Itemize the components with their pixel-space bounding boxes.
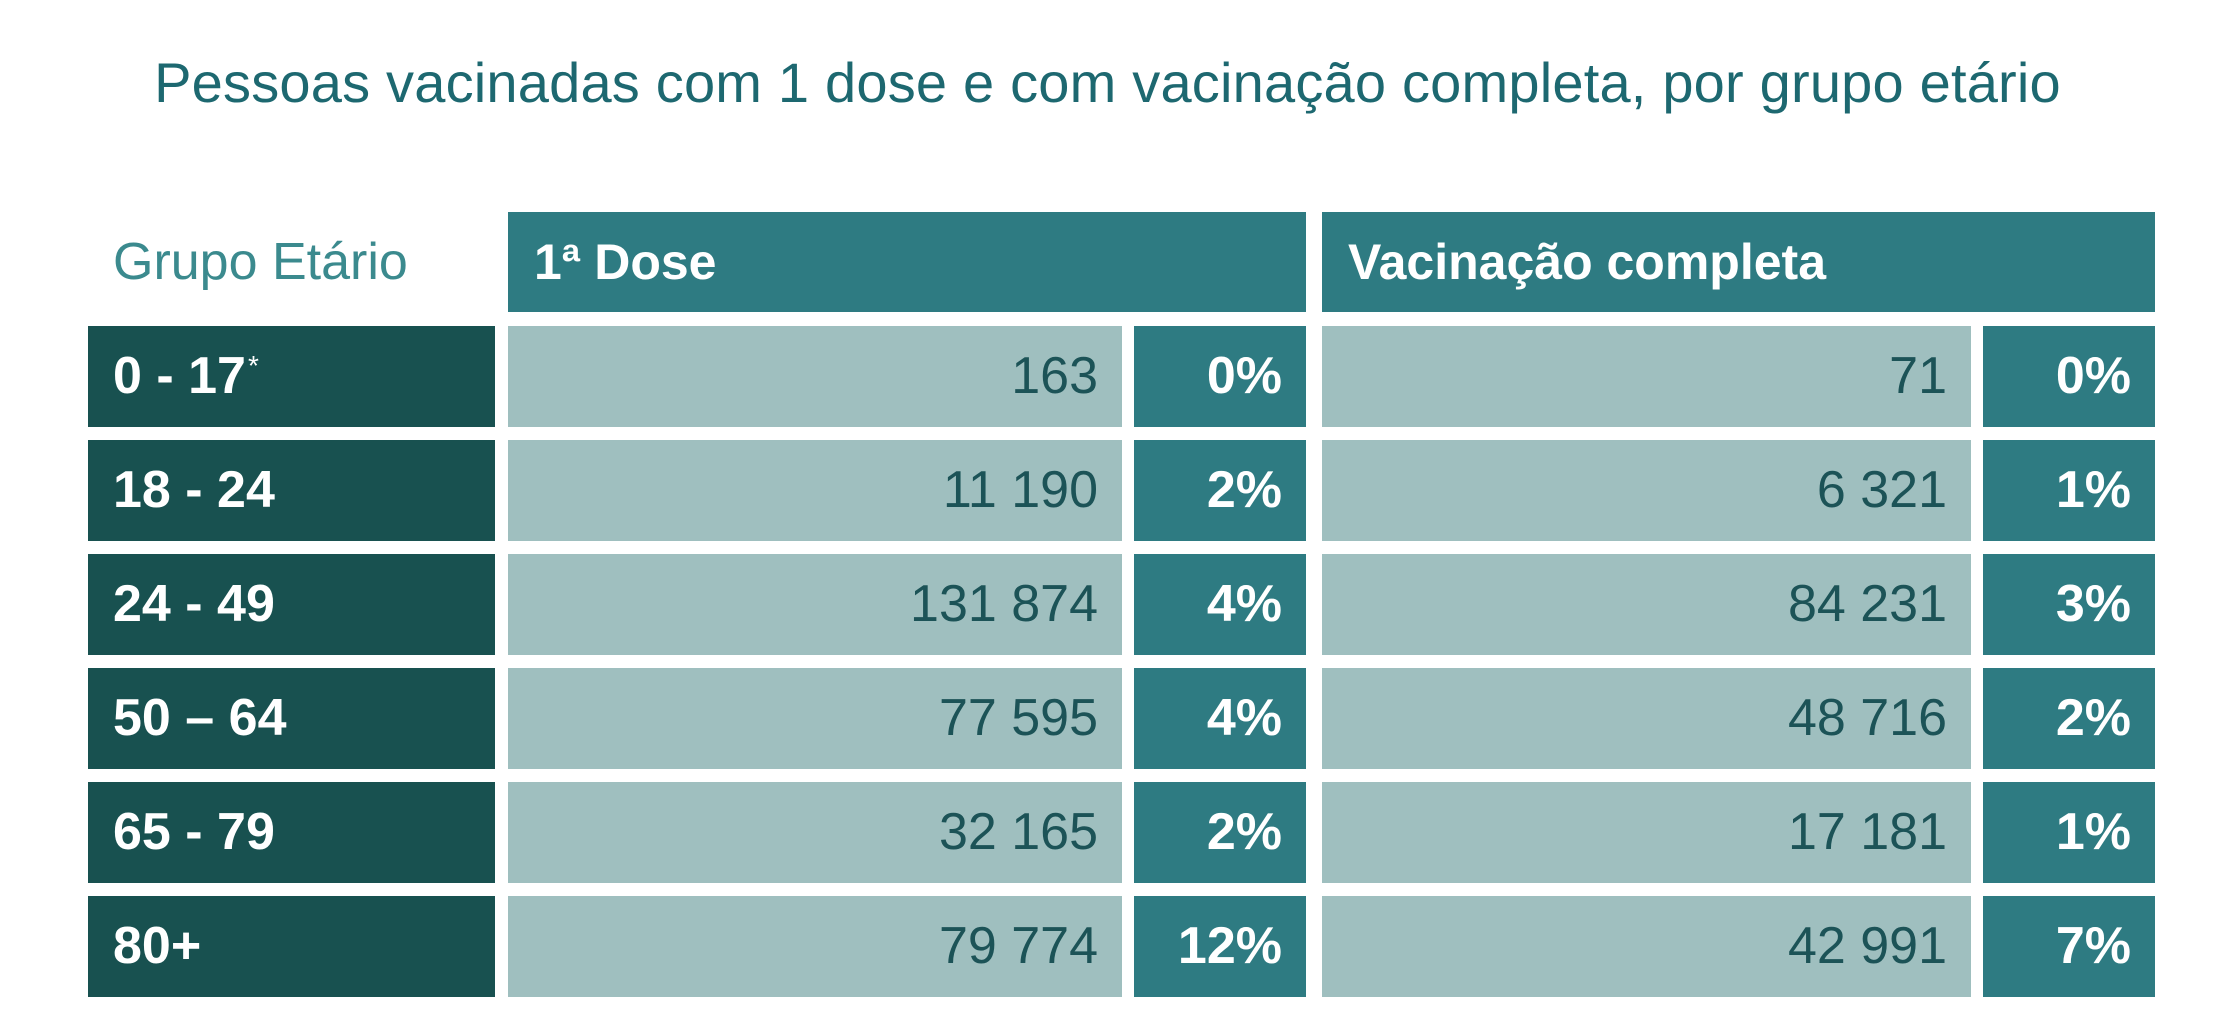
- age-group-label: 18 - 24: [113, 461, 275, 519]
- age-group-label: 65 - 79: [113, 803, 275, 861]
- dose1-percent-cell: 2%: [1134, 440, 1306, 541]
- table-row: 80+ 79 774 12% 42 991 7%: [0, 896, 2215, 997]
- complete-percent-cell: 7%: [1983, 896, 2155, 997]
- dose1-header: 1ª Dose: [508, 212, 1306, 312]
- age-group-cell: 80+: [88, 896, 495, 997]
- table-row: 18 - 24 11 190 2% 6 321 1%: [0, 440, 2215, 541]
- table-row: 0 - 17* 163 0% 71 0%: [0, 326, 2215, 427]
- dose1-value-cell: 131 874: [508, 554, 1122, 655]
- complete-percent-cell: 0%: [1983, 326, 2155, 427]
- dose1-value-cell: 11 190: [508, 440, 1122, 541]
- age-group-cell: 24 - 49: [88, 554, 495, 655]
- complete-value-cell: 84 231: [1322, 554, 1971, 655]
- age-group-label: 0 - 17: [113, 347, 246, 405]
- chart-title: Pessoas vacinadas com 1 dose e com vacin…: [154, 51, 2061, 114]
- table-row: 65 - 79 32 165 2% 17 181 1%: [0, 782, 2215, 883]
- age-group-cell: 50 – 64: [88, 668, 495, 769]
- complete-percent-cell: 3%: [1983, 554, 2155, 655]
- age-group-header: Grupo Etário: [113, 233, 408, 291]
- complete-value-cell: 6 321: [1322, 440, 1971, 541]
- dose1-percent-cell: 4%: [1134, 554, 1306, 655]
- complete-value-cell: 71: [1322, 326, 1971, 427]
- table-row: 50 – 64 77 595 4% 48 716 2%: [0, 668, 2215, 769]
- dose1-value-cell: 77 595: [508, 668, 1122, 769]
- age-group-cell: 65 - 79: [88, 782, 495, 883]
- complete-percent-cell: 1%: [1983, 440, 2155, 541]
- dose1-value-cell: 163: [508, 326, 1122, 427]
- complete-percent-cell: 1%: [1983, 782, 2155, 883]
- age-group-footnote-mark: *: [247, 350, 259, 381]
- dose1-percent-cell: 12%: [1134, 896, 1306, 997]
- age-group-label: 24 - 49: [113, 575, 275, 633]
- dose1-percent-cell: 0%: [1134, 326, 1306, 427]
- complete-value-cell: 42 991: [1322, 896, 1971, 997]
- complete-value-cell: 48 716: [1322, 668, 1971, 769]
- age-group-label: 80+: [113, 917, 202, 975]
- dose1-value-cell: 79 774: [508, 896, 1122, 997]
- complete-header: Vacinação completa: [1322, 212, 2155, 312]
- complete-value-cell: 17 181: [1322, 782, 1971, 883]
- dose1-percent-cell: 2%: [1134, 782, 1306, 883]
- dose1-percent-cell: 4%: [1134, 668, 1306, 769]
- dose1-value-cell: 32 165: [508, 782, 1122, 883]
- complete-percent-cell: 2%: [1983, 668, 2155, 769]
- age-group-label: 50 – 64: [113, 689, 287, 747]
- age-group-cell: 18 - 24: [88, 440, 495, 541]
- table-row: 24 - 49 131 874 4% 84 231 3%: [0, 554, 2215, 655]
- age-group-cell: 0 - 17*: [88, 326, 495, 427]
